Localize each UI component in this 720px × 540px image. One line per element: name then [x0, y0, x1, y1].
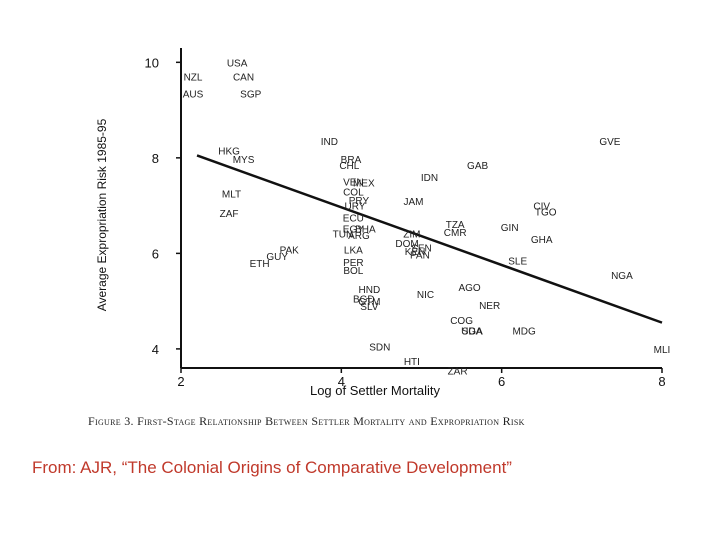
data-point-label: PAN	[410, 250, 430, 261]
data-point-label: TUN	[333, 229, 354, 240]
data-point-label: MLI	[654, 345, 671, 356]
data-point-label: VEN	[343, 178, 364, 189]
data-point-label: NGA	[611, 271, 633, 282]
data-point-label: HTI	[404, 357, 420, 368]
source-citation: From: AJR, “The Colonial Origins of Comp…	[32, 458, 512, 477]
data-point-label: JAM	[403, 197, 423, 208]
data-point-label: CHL	[339, 161, 359, 172]
data-point-label: AUS	[183, 89, 204, 100]
data-point-label: URY	[344, 202, 365, 213]
data-point-label: ZAF	[220, 209, 239, 220]
data-point-label: GIN	[501, 223, 519, 234]
x-tick-label: 8	[658, 374, 665, 389]
data-point-label: NER	[479, 301, 500, 312]
figure-caption: Figure 3. First-Stage Relationship Betwe…	[88, 414, 525, 428]
data-point-label: ETH	[250, 259, 270, 270]
data-point-label: TGO	[535, 207, 557, 218]
data-point-label: GHA	[531, 235, 553, 246]
data-point-label: USA	[227, 58, 248, 69]
axes: 2 4 6 8 4 6 8 10	[145, 48, 666, 389]
data-point-label: GUY	[266, 252, 288, 263]
data-point-label: PAK	[280, 246, 300, 257]
regression-line	[196, 154, 663, 324]
data-point-label: BRA	[341, 155, 362, 166]
data-point-label: TZA	[446, 220, 465, 231]
data-point-label: IDN	[421, 173, 438, 184]
data-point-label: ARG	[348, 231, 370, 242]
x-axis-label: Log of Settler Mortality	[310, 383, 441, 398]
data-point-label: BGD	[353, 295, 375, 306]
data-point-label: CIV	[533, 202, 550, 213]
data-point-label: COL	[343, 187, 364, 198]
data-point-label: GTM	[358, 297, 380, 308]
x-tick-label: 4	[338, 374, 345, 389]
x-tick-label: 2	[177, 374, 184, 389]
data-point-label: MLT	[222, 190, 241, 201]
data-point-label: DOM	[395, 239, 418, 250]
y-tick-label: 4	[152, 342, 159, 357]
data-point-label: MYS	[233, 155, 255, 166]
data-point-label: SLE	[508, 257, 527, 268]
data-point-label: CMR	[444, 228, 467, 239]
data-point-label: HKG	[218, 147, 240, 158]
data-point-label: ECU	[343, 214, 364, 225]
data-point-label: PER	[343, 258, 364, 269]
data-point-label: BHA	[355, 225, 376, 236]
data-point-label: NZL	[184, 73, 203, 84]
data-point-label: HND	[359, 285, 381, 296]
data-point-label: PRY	[349, 196, 370, 207]
data-point-label: SLV	[360, 302, 378, 313]
data-point-label: SDN	[369, 343, 390, 354]
y-tick-label: 6	[152, 246, 159, 261]
data-point-label: LKA	[344, 246, 363, 257]
data-point-label: SDA	[462, 327, 483, 338]
data-point-label: KEN	[405, 247, 426, 258]
fit-line-group	[196, 154, 663, 324]
data-point-label: IND	[321, 137, 338, 148]
data-point-label: GAB	[467, 161, 488, 172]
data-point-label: EGY	[343, 225, 364, 236]
data-point-label: SEN	[411, 244, 432, 255]
data-point-label: MDG	[512, 327, 536, 338]
data-point-label: COG	[450, 316, 473, 327]
data-point-label: CAN	[233, 73, 254, 84]
data-point-label: NIC	[417, 290, 434, 301]
y-tick-label: 8	[152, 151, 159, 166]
data-point-label: GVE	[599, 137, 620, 148]
data-point-label: UGA	[461, 327, 483, 338]
data-point-label: ZIM	[403, 229, 420, 240]
data-point-label: AGO	[458, 283, 480, 294]
x-tick-label: 6	[498, 374, 505, 389]
y-tick-label: 10	[145, 55, 159, 70]
data-point-label: SGP	[240, 89, 261, 100]
data-point-label: MEX	[353, 179, 375, 190]
data-point-label: ZAR	[448, 366, 468, 377]
y-axis-label: Average Expropriation Risk 1985-95	[95, 118, 109, 311]
data-point-label: BOL	[343, 266, 363, 277]
